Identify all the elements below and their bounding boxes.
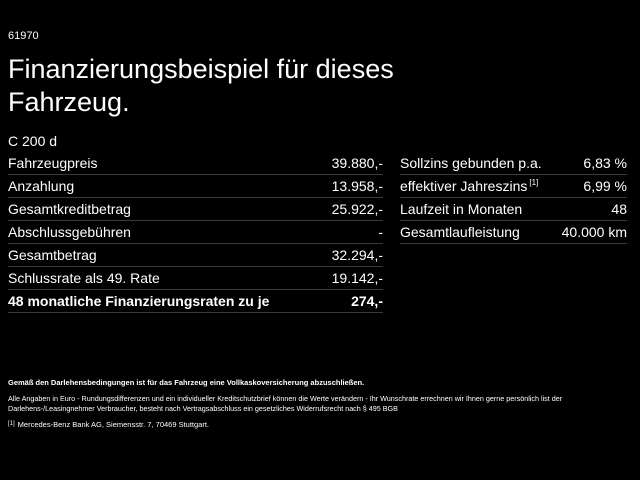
table-row: Laufzeit in Monaten 48 <box>400 198 627 221</box>
label-text: Schlussrate als 49. Rate <box>8 270 160 286</box>
row-value: 274,- <box>351 293 383 309</box>
row-label: 48 monatliche Finanzierungsraten zu je <box>8 293 269 309</box>
finance-table: Fahrzeugpreis 39.880,- Anzahlung 13.958,- Ge… <box>8 152 383 313</box>
table-row: Sollzins gebunden p.a. 6,83 % <box>400 152 627 175</box>
row-value: 6,99 % <box>583 178 627 194</box>
row-value: 6,83 % <box>583 155 627 171</box>
table-row: 48 monatliche Finanzierungsraten zu je 27… <box>8 290 383 313</box>
table-row: Anzahlung 13.958,- <box>8 175 383 198</box>
terms-table: Sollzins gebunden p.a. 6,83 % effektiver J… <box>400 152 627 244</box>
label-text: Fahrzeugpreis <box>8 155 98 171</box>
row-value: 48 <box>611 201 627 217</box>
row-value: 40.000 km <box>561 224 627 240</box>
row-label: Laufzeit in Monaten <box>400 201 522 217</box>
row-label: Gesamtlaufleistung <box>400 224 520 240</box>
table-row: effektiver Jahreszins [1] 6,99 % <box>400 175 627 198</box>
label-text: Gesamtbetrag <box>8 247 97 263</box>
label-text: 48 monatliche Finanzierungsraten zu je <box>8 293 270 309</box>
vehicle-code: 61970 <box>8 30 39 42</box>
footnote: [1] Mercedes-Benz Bank AG, Siemensstr. 7,… <box>8 420 209 429</box>
table-row: Schlussrate als 49. Rate 19.142,- <box>8 267 383 290</box>
label-text: effektiver Jahreszins <box>400 178 528 194</box>
row-label: Sollzins gebunden p.a. <box>400 155 542 171</box>
row-label: Abschlussgebühren <box>8 224 131 240</box>
label-text: Sollzins gebunden p.a. <box>400 155 542 171</box>
table-row: Abschlussgebühren - <box>8 221 383 244</box>
row-label: Gesamtkreditbetrag <box>8 201 131 217</box>
row-label: effektiver Jahreszins [1] <box>400 178 538 194</box>
row-value: 39.880,- <box>331 155 383 171</box>
row-value: 19.142,- <box>331 270 383 286</box>
table-row: Gesamtkreditbetrag 25.922,- <box>8 198 383 221</box>
row-label: Anzahlung <box>8 178 74 194</box>
footnote-text: Mercedes-Benz Bank AG, Siemensstr. 7, 70… <box>17 420 210 429</box>
row-label: Gesamtbetrag <box>8 247 97 263</box>
disclaimer: Gemäß den Darlehensbedingungen ist für d… <box>8 378 365 387</box>
row-value: 25.922,- <box>331 201 383 217</box>
row-value: - <box>378 224 383 240</box>
row-label: Fahrzeugpreis <box>8 155 98 171</box>
title: Finanzierungsbeispiel für dieses Fahrzeu… <box>8 54 394 117</box>
label-text: Gesamtkreditbetrag <box>8 201 131 217</box>
label-text: Abschlussgebühren <box>8 224 131 240</box>
footnote-marker: [1] <box>8 421 15 427</box>
table-row: Fahrzeugpreis 39.880,- <box>8 152 383 175</box>
label-text: Anzahlung <box>8 178 75 194</box>
row-label: Schlussrate als 49. Rate <box>8 270 160 286</box>
label-text: Laufzeit in Monaten <box>400 201 523 217</box>
notes: Alle Angaben in Euro - Rundungsdifferenz… <box>8 394 563 413</box>
footnote-ref: [1] <box>529 178 539 187</box>
table-row: Gesamtbetrag 32.294,- <box>8 244 383 267</box>
row-value: 32.294,- <box>331 247 383 263</box>
label-text: Gesamtlaufleistung <box>400 224 520 240</box>
table-row: Gesamtlaufleistung 40.000 km <box>400 221 627 244</box>
row-value: 13.958,- <box>331 178 383 194</box>
model: C 200 d <box>8 133 58 149</box>
